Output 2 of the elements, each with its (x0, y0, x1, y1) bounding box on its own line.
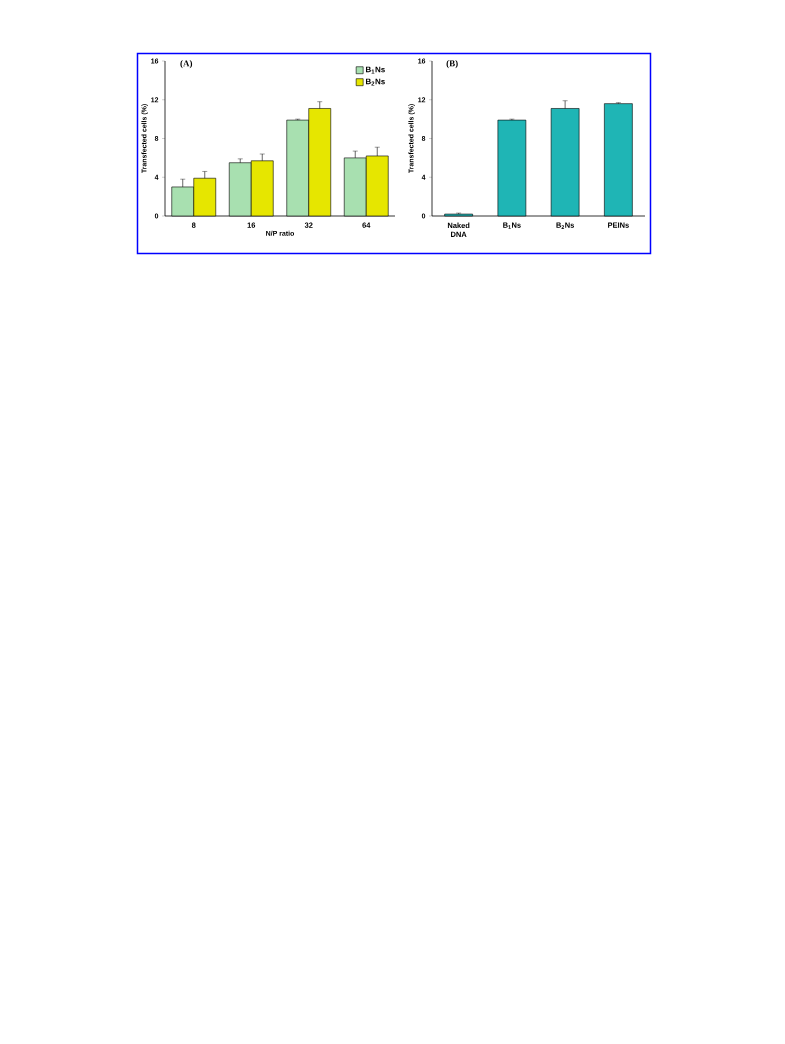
chart-title: (B) (446, 60, 458, 69)
chart-title: (A) (180, 60, 193, 69)
